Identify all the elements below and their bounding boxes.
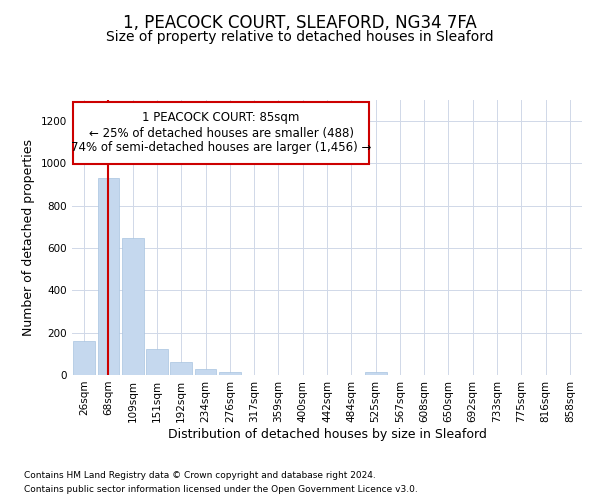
X-axis label: Distribution of detached houses by size in Sleaford: Distribution of detached houses by size … xyxy=(167,428,487,440)
Y-axis label: Number of detached properties: Number of detached properties xyxy=(22,139,35,336)
Text: Size of property relative to detached houses in Sleaford: Size of property relative to detached ho… xyxy=(106,30,494,44)
Bar xyxy=(146,348,168,375)
Bar xyxy=(97,178,119,375)
Bar xyxy=(122,238,143,375)
Text: 1, PEACOCK COURT, SLEAFORD, NG34 7FA: 1, PEACOCK COURT, SLEAFORD, NG34 7FA xyxy=(123,14,477,32)
Bar xyxy=(365,372,386,375)
Text: 1 PEACOCK COURT: 85sqm: 1 PEACOCK COURT: 85sqm xyxy=(142,112,300,124)
Bar xyxy=(170,362,192,375)
Text: Contains HM Land Registry data © Crown copyright and database right 2024.: Contains HM Land Registry data © Crown c… xyxy=(24,472,376,480)
Text: ← 25% of detached houses are smaller (488): ← 25% of detached houses are smaller (48… xyxy=(89,126,353,140)
Bar xyxy=(73,341,95,375)
Bar xyxy=(219,372,241,375)
Bar xyxy=(194,368,217,375)
Text: Contains public sector information licensed under the Open Government Licence v3: Contains public sector information licen… xyxy=(24,484,418,494)
Text: 74% of semi-detached houses are larger (1,456) →: 74% of semi-detached houses are larger (… xyxy=(71,142,371,154)
